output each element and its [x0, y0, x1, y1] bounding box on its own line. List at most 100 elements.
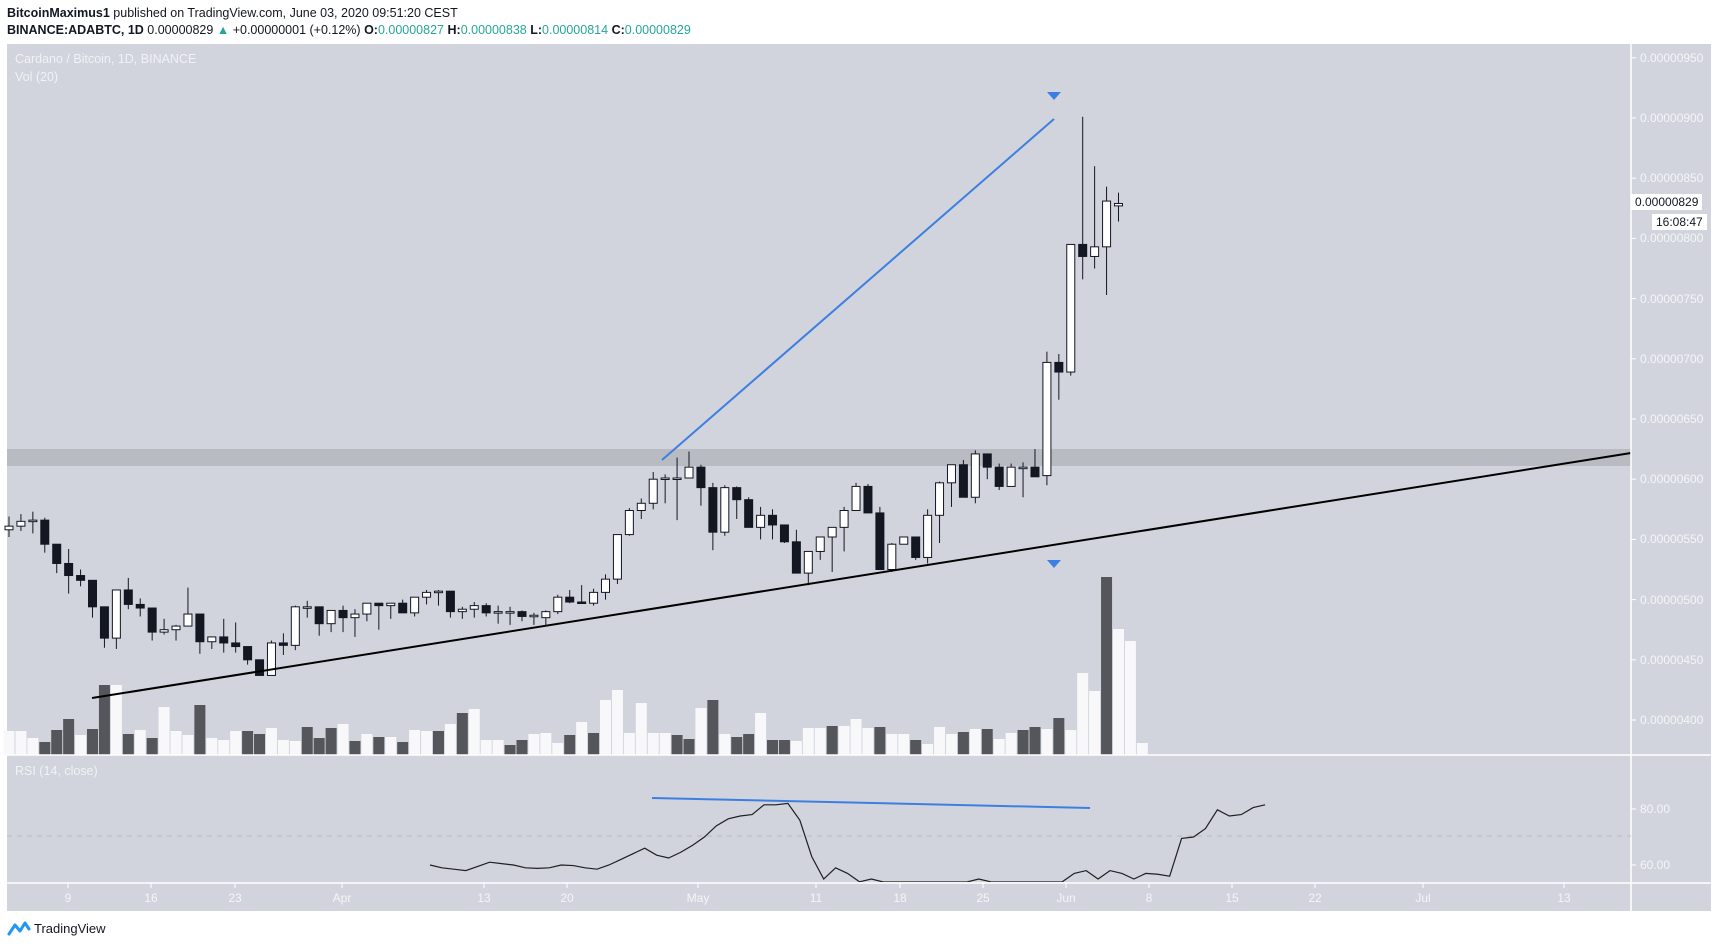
publish-text: published on TradingView.com, June 03, 2… — [113, 6, 458, 20]
tradingview-logo-icon — [7, 921, 31, 936]
candle — [994, 463, 1004, 491]
candle — [565, 589, 575, 604]
volume-bar — [1029, 727, 1041, 755]
candle — [696, 464, 706, 506]
price-axis-label: 0.00000850 — [1640, 171, 1704, 186]
chart-panel[interactable] — [7, 44, 1711, 911]
candle — [123, 577, 133, 610]
candle — [744, 497, 754, 528]
candle — [899, 536, 909, 545]
price-axis-label: 0.00000550 — [1640, 532, 1704, 547]
candle — [660, 474, 670, 504]
candle — [243, 646, 253, 665]
candle — [147, 607, 157, 641]
time-axis-label: Apr — [332, 891, 352, 905]
volume-bar — [158, 707, 170, 755]
bearish-divergence-price-line[interactable] — [661, 118, 1055, 461]
volume-bar — [27, 738, 39, 755]
author-name[interactable]: BitcoinMaximus1 — [7, 6, 110, 20]
rsi-legend[interactable]: RSI (14, close) — [15, 764, 98, 778]
volume-bars — [3, 577, 1148, 755]
volume-bar — [1077, 673, 1089, 755]
time-axis-label: 18 — [893, 891, 907, 905]
last-price-tag: 0.00000829 — [1631, 194, 1703, 210]
chart-title-legend[interactable]: Cardano / Bitcoin, 1D, BINANCE — [15, 52, 197, 66]
price-axis-label: 0.00000750 — [1640, 291, 1704, 306]
candle — [493, 605, 503, 624]
volume-bar — [3, 731, 15, 755]
ascending-trendline[interactable] — [91, 452, 1632, 699]
volume-bar — [456, 713, 468, 755]
volume-bar — [623, 733, 635, 755]
candle — [374, 602, 384, 630]
volume-bar — [600, 700, 611, 755]
volume-bar — [480, 740, 492, 755]
candle — [1113, 192, 1123, 222]
candle — [756, 506, 766, 540]
candle — [577, 585, 587, 605]
candle — [863, 484, 873, 514]
volume-bar — [683, 739, 695, 755]
rsi-divergence-line[interactable] — [651, 797, 1091, 809]
candle — [386, 602, 396, 619]
volume-bar — [421, 731, 433, 755]
volume-bar — [814, 728, 826, 755]
last-price: 0.00000829 — [147, 23, 214, 37]
time-axis-label: May — [686, 891, 710, 905]
candle — [684, 451, 694, 479]
candle — [350, 609, 360, 637]
volume-bar — [755, 713, 767, 755]
volume-bar — [647, 733, 659, 755]
candle — [433, 589, 443, 606]
candle — [779, 524, 789, 544]
candle — [135, 598, 145, 617]
volume-bar — [170, 731, 182, 755]
candle — [457, 606, 467, 619]
volume-bar — [671, 735, 683, 755]
candle — [529, 612, 539, 625]
candle — [791, 529, 801, 574]
candle — [64, 549, 74, 594]
rsi-line — [429, 802, 1266, 882]
high-value: 0.00000838 — [460, 23, 527, 37]
volume-bar — [349, 741, 361, 755]
volume-bar — [242, 731, 254, 755]
volume-bar — [659, 733, 671, 755]
volume-bar — [790, 741, 802, 755]
tradingview-footer[interactable]: TradingView — [7, 920, 106, 936]
candle — [541, 610, 551, 627]
candle — [231, 622, 241, 653]
candle — [768, 509, 778, 540]
time-axis-label: 11 — [809, 891, 823, 905]
volume-bar — [564, 735, 576, 755]
time-axis-label: 15 — [1225, 891, 1239, 905]
volume-legend[interactable]: Vol (20) — [15, 70, 59, 84]
low-label: L: — [530, 23, 543, 37]
candle — [887, 543, 897, 572]
volume-bar — [731, 737, 743, 755]
candle — [601, 574, 610, 600]
time-axis-label: 16 — [144, 891, 158, 905]
price-axis-label: 0.00000600 — [1640, 472, 1704, 487]
publish-info: BitcoinMaximus1 published on TradingView… — [7, 6, 458, 20]
candle — [911, 536, 921, 560]
volume-bar — [862, 728, 874, 755]
price-axis-label: 0.00000700 — [1640, 351, 1704, 366]
time-axis-label: 20 — [560, 891, 574, 905]
volume-bar — [432, 731, 444, 755]
candle — [4, 516, 14, 537]
volume-bar — [361, 734, 373, 755]
candle — [612, 534, 622, 584]
price-axis-label: 0.00000400 — [1640, 713, 1704, 727]
candle — [875, 506, 885, 570]
candle — [88, 579, 98, 618]
volume-bar — [898, 734, 910, 755]
volume-bar — [850, 719, 862, 755]
volume-bar — [51, 730, 63, 755]
volume-bar — [1089, 691, 1101, 755]
volume-bar — [552, 743, 564, 755]
volume-bar — [1101, 577, 1113, 755]
time-axis-label: 22 — [1308, 891, 1322, 905]
candle — [636, 498, 646, 519]
